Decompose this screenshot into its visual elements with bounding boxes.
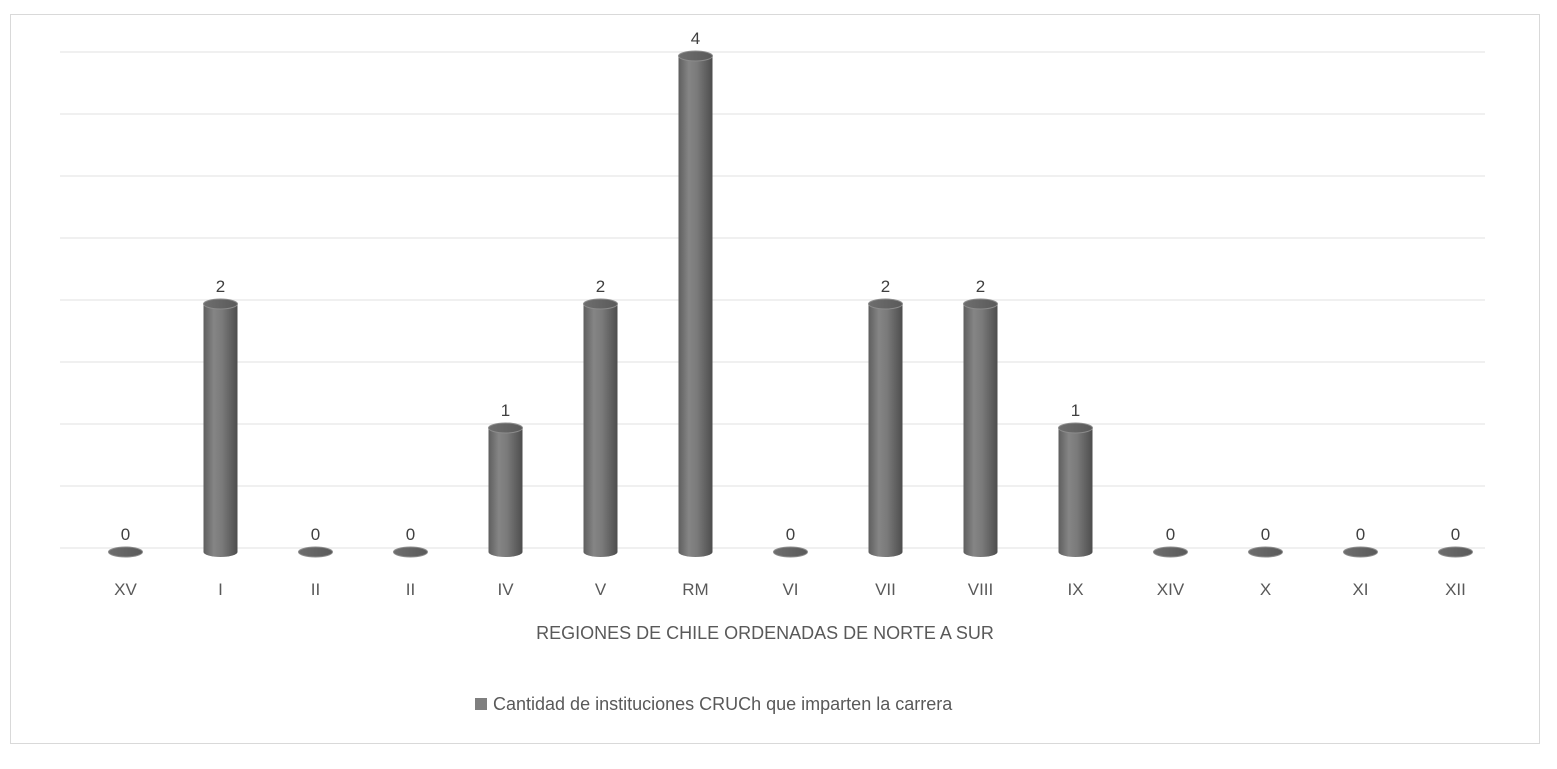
x-tick-label: IX [1067, 580, 1083, 599]
data-label: 0 [786, 525, 795, 544]
bar-cap [868, 298, 903, 310]
x-tick-label: X [1260, 580, 1271, 599]
x-tick-label: VII [875, 580, 896, 599]
x-tick-label: II [406, 580, 415, 599]
bar-cap [963, 298, 998, 310]
x-tick-label: XV [114, 580, 137, 599]
x-tick-label: XIV [1157, 580, 1185, 599]
x-tick-label: II [311, 580, 320, 599]
bar-body [583, 304, 618, 557]
bar-cap [583, 298, 618, 310]
data-label: 0 [1261, 525, 1270, 544]
x-tick-label: VIII [968, 580, 994, 599]
x-tick-label: I [218, 580, 223, 599]
x-tick-label: VI [782, 580, 798, 599]
x-tick-label: XI [1352, 580, 1368, 599]
chart-frame [10, 14, 1540, 744]
x-tick-label: RM [682, 580, 708, 599]
legend-label: Cantidad de instituciones CRUCh que impa… [493, 694, 953, 714]
legend-swatch [475, 698, 487, 710]
legend: Cantidad de instituciones CRUCh que impa… [475, 694, 953, 714]
x-tick-labels: XV I II II IV V RM VI VII VIII IX XIV X XI XII [114, 580, 1466, 599]
bar-cap [1248, 546, 1283, 558]
data-label: 0 [1356, 525, 1365, 544]
data-labels: 0 2 0 0 1 2 4 0 2 2 1 0 0 0 0 [121, 29, 1460, 544]
data-label: 0 [121, 525, 130, 544]
data-label: 2 [216, 277, 225, 296]
bar [1438, 546, 1473, 558]
x-tick-label: XII [1445, 580, 1466, 599]
bar-body [1058, 428, 1093, 557]
bar [963, 298, 998, 557]
data-label: 0 [406, 525, 415, 544]
gridlines [60, 51, 1485, 549]
bar [868, 298, 903, 557]
data-label: 4 [691, 29, 700, 48]
data-label: 2 [596, 277, 605, 296]
bar [1058, 422, 1093, 557]
bar [773, 546, 808, 558]
data-label: 0 [1166, 525, 1175, 544]
bar-cap [1058, 422, 1093, 434]
bar-body [868, 304, 903, 557]
bar-body [488, 428, 523, 557]
data-label: 0 [311, 525, 320, 544]
bar-body [203, 304, 238, 557]
data-label: 1 [501, 401, 510, 420]
bar-cap [203, 298, 238, 310]
bar-cap [1153, 546, 1188, 558]
bar-cap [1438, 546, 1473, 558]
bar [678, 50, 713, 557]
bar [298, 546, 333, 558]
bar-cap [298, 546, 333, 558]
x-tick-label: V [595, 580, 607, 599]
bar [203, 298, 238, 557]
bar-body [963, 304, 998, 557]
data-label: 0 [1451, 525, 1460, 544]
data-label: 1 [1071, 401, 1080, 420]
bar [583, 298, 618, 557]
bar [1343, 546, 1378, 558]
bar [488, 422, 523, 557]
bar-cap [393, 546, 428, 558]
bars [108, 50, 1473, 558]
bar [1248, 546, 1283, 558]
x-axis-title: REGIONES DE CHILE ORDENADAS DE NORTE A S… [536, 623, 994, 643]
bar-body [678, 56, 713, 557]
bar-cap [108, 546, 143, 558]
data-label: 2 [881, 277, 890, 296]
x-tick-label: IV [497, 580, 514, 599]
bar-cap [678, 50, 713, 62]
bar-cap [773, 546, 808, 558]
data-label: 2 [976, 277, 985, 296]
bar-cap [1343, 546, 1378, 558]
bar [108, 546, 143, 558]
bar [1153, 546, 1188, 558]
bar [393, 546, 428, 558]
bar-cap [488, 422, 523, 434]
